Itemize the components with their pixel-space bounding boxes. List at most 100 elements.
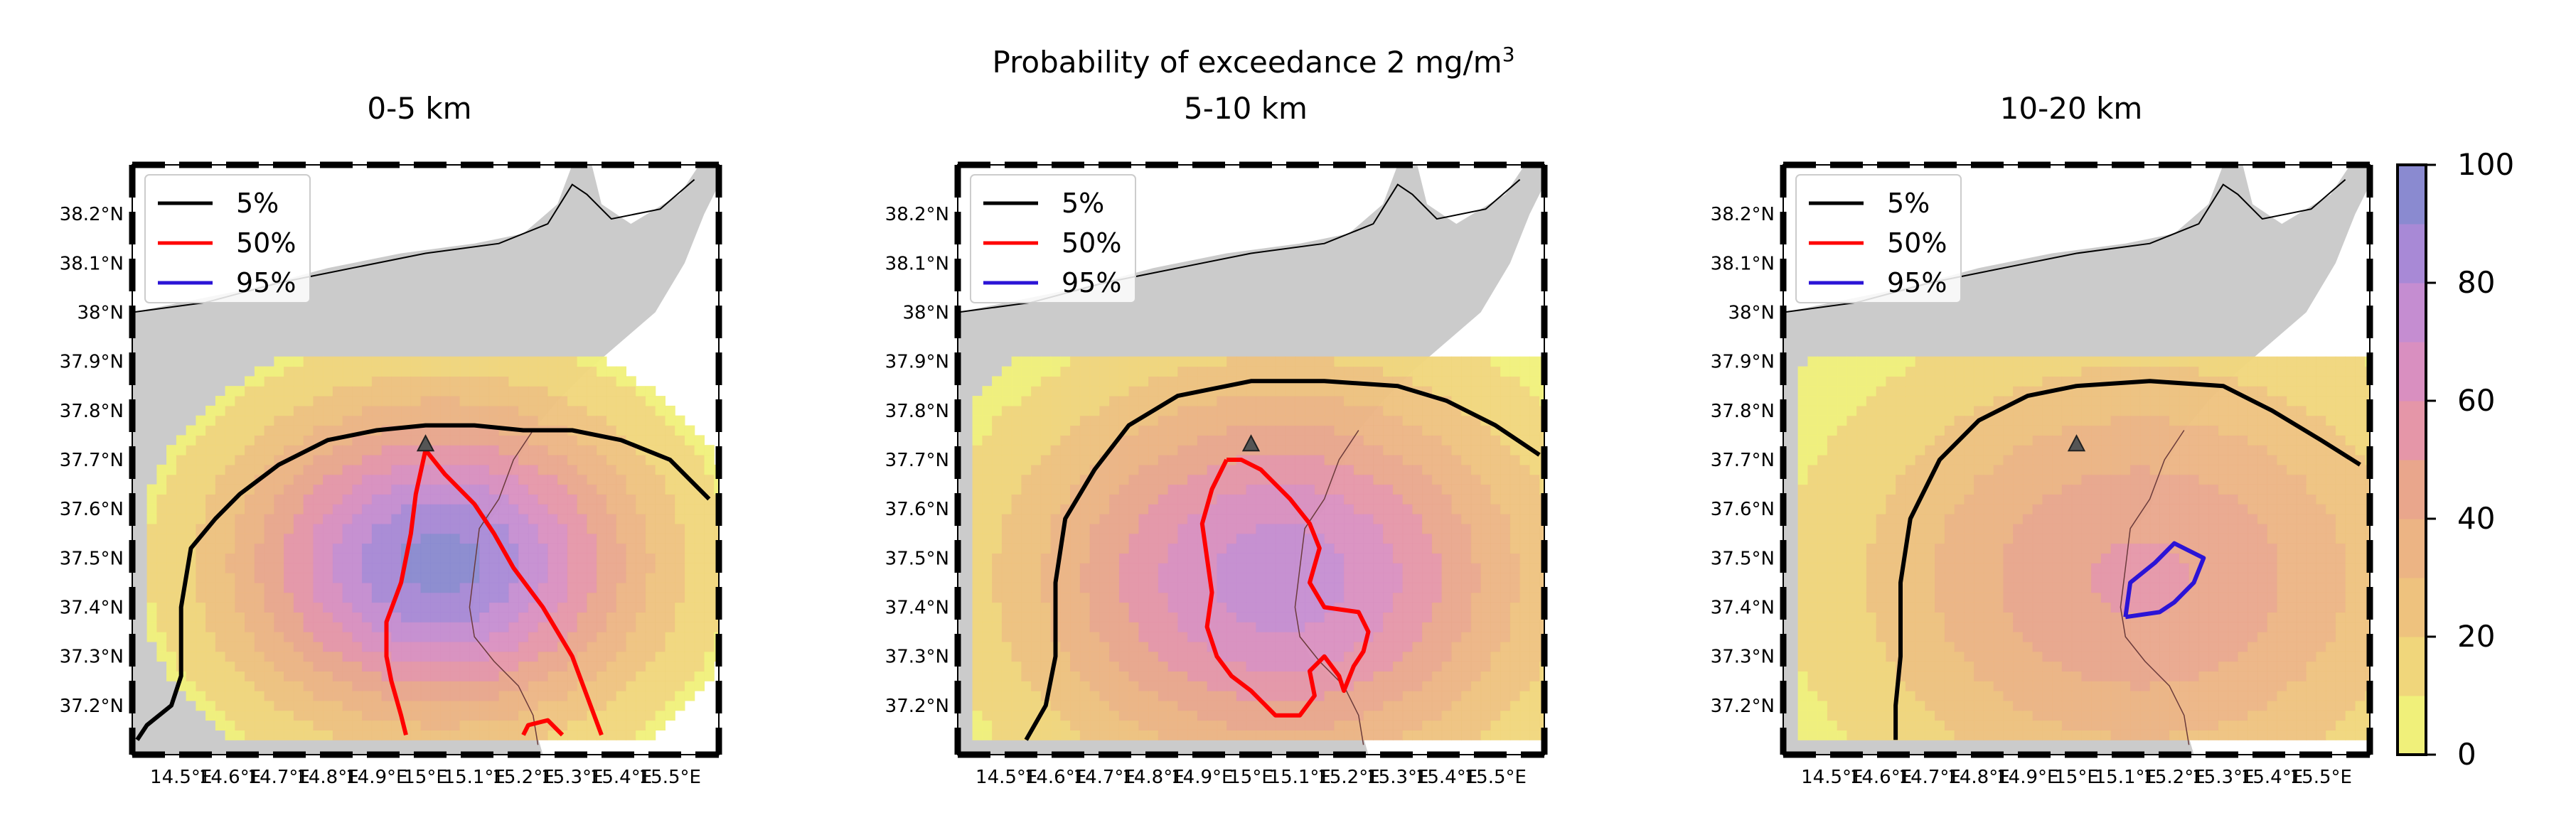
probability-cell bbox=[303, 523, 314, 534]
probability-cell bbox=[1807, 622, 1818, 632]
probability-cell bbox=[342, 553, 353, 564]
probability-cell bbox=[362, 681, 373, 691]
probability-cell bbox=[528, 651, 539, 662]
probability-cell bbox=[1226, 543, 1237, 554]
probability-cell bbox=[675, 553, 685, 564]
probability-cell bbox=[1876, 671, 1886, 681]
probability-cell bbox=[1226, 691, 1237, 701]
probability-cell bbox=[459, 523, 470, 534]
probability-cell bbox=[1402, 602, 1413, 613]
probability-cell bbox=[1040, 563, 1052, 573]
probability-cell bbox=[1050, 396, 1061, 406]
probability-cell bbox=[1266, 553, 1276, 564]
probability-cell bbox=[597, 494, 607, 505]
probability-cell bbox=[235, 435, 245, 446]
probability-cell bbox=[1519, 563, 1530, 573]
probability-cell bbox=[1060, 415, 1071, 426]
probability-cell bbox=[1236, 622, 1247, 632]
probability-cell bbox=[1451, 612, 1462, 622]
probability-cell bbox=[992, 671, 1003, 681]
probability-cell bbox=[1050, 356, 1061, 367]
probability-cell bbox=[665, 691, 675, 701]
probability-cell bbox=[1363, 415, 1374, 426]
probability-cell bbox=[1344, 543, 1354, 554]
probability-cell bbox=[293, 651, 304, 662]
probability-cell bbox=[1109, 710, 1120, 721]
probability-cell bbox=[1519, 415, 1530, 426]
probability-cell bbox=[665, 700, 675, 711]
probability-cell bbox=[254, 455, 265, 465]
probability-cell bbox=[1167, 622, 1178, 632]
probability-cell bbox=[1797, 691, 1808, 701]
probability-cell bbox=[1470, 700, 1482, 711]
probability-cell bbox=[205, 602, 216, 613]
probability-cell bbox=[1866, 435, 1877, 446]
probability-cell bbox=[1490, 494, 1501, 505]
probability-cell bbox=[371, 720, 383, 730]
probability-cell bbox=[1167, 582, 1178, 593]
probability-cell bbox=[1847, 671, 1857, 681]
probability-cell bbox=[274, 405, 284, 416]
probability-cell bbox=[1109, 641, 1120, 652]
probability-cell bbox=[1031, 396, 1042, 406]
probability-cell bbox=[1519, 484, 1530, 495]
probability-cell bbox=[1109, 582, 1120, 593]
probability-cell bbox=[567, 533, 578, 544]
probability-cell bbox=[479, 386, 490, 397]
probability-cell bbox=[1431, 523, 1443, 534]
probability-cell bbox=[616, 474, 626, 485]
probability-cell bbox=[1187, 514, 1198, 524]
probability-cell bbox=[1177, 405, 1188, 416]
probability-cell bbox=[538, 356, 548, 367]
probability-cell bbox=[1314, 386, 1325, 397]
probability-cell bbox=[1344, 504, 1354, 514]
probability-cell bbox=[1285, 474, 1295, 485]
probability-cell bbox=[1109, 622, 1120, 632]
probability-cell bbox=[1886, 651, 1896, 662]
probability-cell bbox=[1817, 632, 1828, 642]
probability-cell bbox=[1500, 376, 1511, 387]
probability-cell bbox=[1324, 523, 1335, 534]
probability-cell bbox=[704, 573, 715, 583]
probability-cell bbox=[293, 464, 304, 475]
probability-cell bbox=[1070, 386, 1081, 397]
probability-cell bbox=[616, 720, 626, 730]
probability-cell bbox=[1246, 661, 1256, 672]
probability-cell bbox=[1441, 710, 1452, 721]
probability-cell bbox=[1363, 582, 1374, 593]
probability-cell bbox=[1373, 464, 1384, 475]
probability-cell bbox=[1490, 533, 1501, 544]
probability-cell bbox=[1001, 700, 1012, 711]
probability-cell bbox=[1412, 474, 1423, 485]
probability-cell bbox=[1246, 651, 1256, 662]
probability-cell bbox=[1866, 681, 1877, 691]
probability-cell bbox=[577, 730, 587, 740]
probability-cell bbox=[362, 484, 373, 495]
probability-cell bbox=[1837, 455, 1847, 465]
probability-cell bbox=[1490, 573, 1501, 583]
probability-cell bbox=[1896, 494, 1906, 505]
probability-cell bbox=[606, 582, 617, 593]
probability-cell bbox=[1431, 691, 1443, 701]
probability-cell bbox=[488, 356, 500, 367]
probability-cell bbox=[1217, 553, 1227, 564]
probability-cell bbox=[1226, 602, 1237, 613]
probability-cell bbox=[1519, 533, 1530, 544]
probability-cell bbox=[1392, 396, 1404, 406]
probability-cell bbox=[616, 425, 626, 436]
probability-cell bbox=[1236, 523, 1247, 534]
probability-cell bbox=[1021, 612, 1032, 622]
probability-cell bbox=[303, 632, 314, 642]
probability-cell bbox=[1500, 710, 1511, 721]
probability-cell bbox=[498, 376, 509, 387]
probability-cell bbox=[430, 730, 441, 740]
probability-cell bbox=[1373, 720, 1384, 730]
probability-cell bbox=[665, 563, 675, 573]
probability-cell bbox=[196, 474, 206, 485]
probability-cell bbox=[1363, 405, 1374, 416]
probability-cell bbox=[567, 582, 578, 593]
probability-cell bbox=[557, 671, 568, 681]
probability-cell bbox=[694, 494, 705, 505]
probability-cell bbox=[342, 386, 353, 397]
probability-cell bbox=[1847, 464, 1857, 475]
